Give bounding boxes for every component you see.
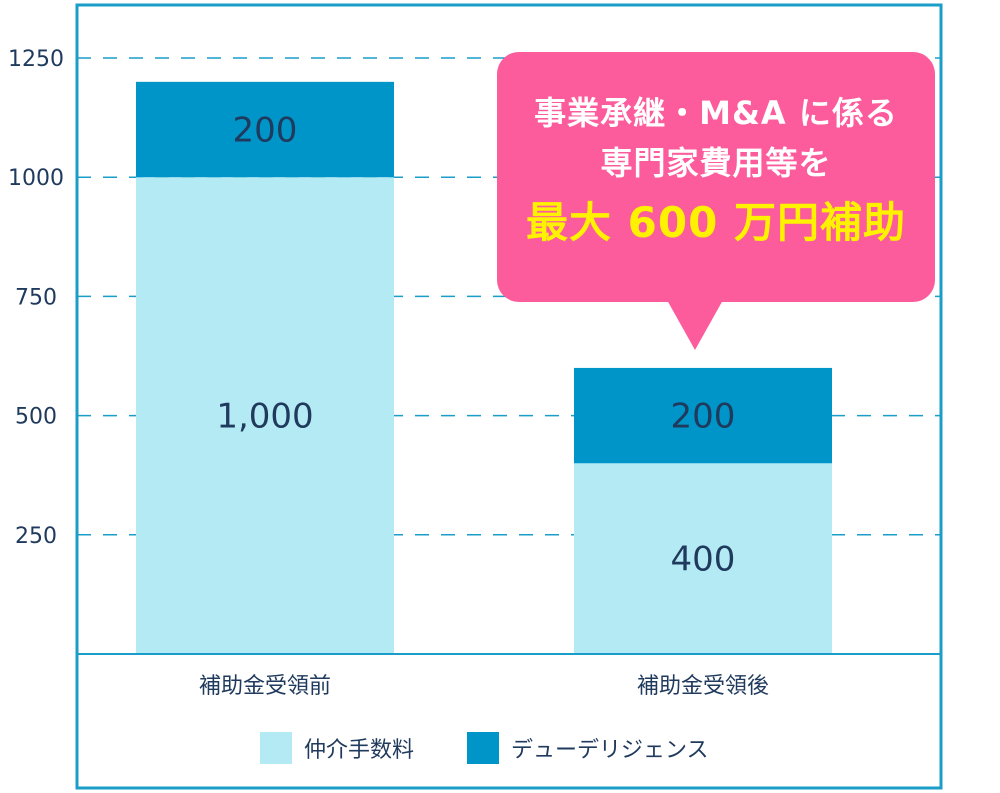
y-tick-label: 500 bbox=[15, 405, 57, 430]
legend-label: デューデリジェンス bbox=[511, 738, 709, 763]
x-axis-categories: 補助金受領前 補助金受領後 bbox=[199, 674, 769, 699]
callout-highlight: 最大 600 万円補助 bbox=[526, 198, 906, 247]
y-tick-label: 1250 bbox=[8, 47, 64, 72]
chart-frame bbox=[75, 3, 943, 790]
bars: 1,000 200 400 200 bbox=[136, 81, 832, 654]
y-tick-label: 750 bbox=[15, 285, 57, 310]
x-category-label: 補助金受領前 bbox=[199, 674, 331, 699]
bar-value-label: 200 bbox=[233, 111, 298, 151]
bar-value-label: 1,000 bbox=[216, 397, 313, 437]
bar-segment-brokerage-fee-2 bbox=[574, 463, 832, 654]
subsidy-callout: 事業承継・M&A に係る 専門家費用等を 最大 600 万円補助 bbox=[497, 52, 935, 350]
y-axis-ticks: 250 500 750 1000 1250 bbox=[8, 47, 64, 549]
legend-label: 仲介手数料 bbox=[304, 738, 414, 763]
bar-segment-due-diligence-1 bbox=[136, 81, 394, 178]
y-tick-label: 250 bbox=[15, 524, 57, 549]
bar-value-label: 200 bbox=[671, 397, 736, 437]
legend: 仲介手数料 デューデリジェンス bbox=[260, 732, 709, 764]
bar-segment-due-diligence-2 bbox=[574, 367, 832, 464]
bar-segment-brokerage-fee-1 bbox=[136, 177, 394, 654]
legend-swatch bbox=[260, 732, 292, 764]
bar-value-label: 400 bbox=[671, 540, 736, 580]
callout-line-2: 専門家費用等を bbox=[600, 144, 832, 182]
y-tick-label: 1000 bbox=[8, 166, 64, 191]
callout-line-1: 事業承継・M&A に係る bbox=[534, 94, 898, 132]
x-category-label: 補助金受領後 bbox=[637, 674, 769, 699]
legend-swatch bbox=[467, 732, 499, 764]
